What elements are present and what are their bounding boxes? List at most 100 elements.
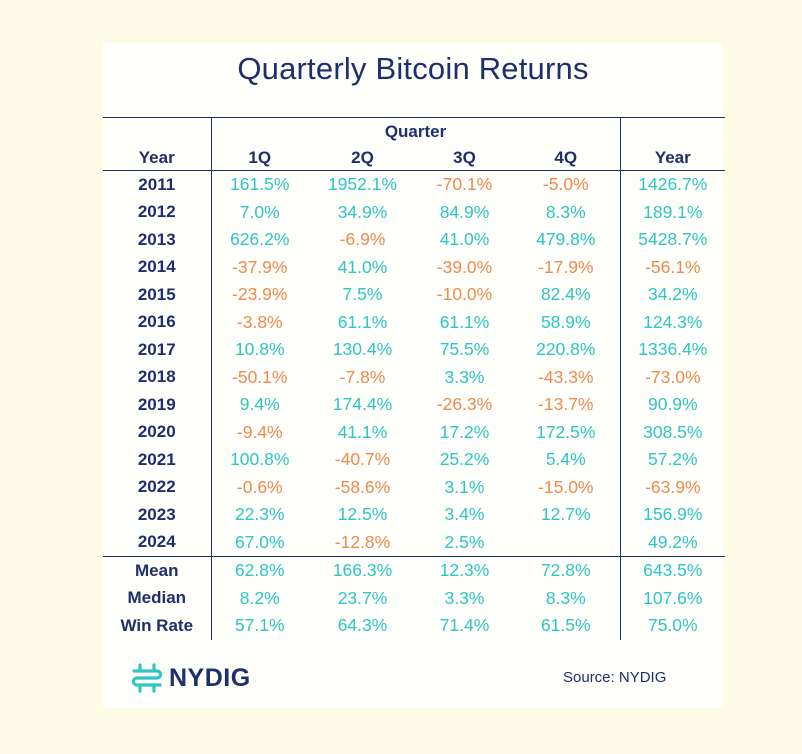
q1-cell: 10.8% [210,336,308,364]
q2-cell: 1952.1% [327,174,398,195]
year-total-cell: 5428.7% [638,229,708,250]
row-label: 2012 [137,202,176,222]
q1-cell: 8.2% [210,584,308,612]
q2-cell: 166.3% [308,556,417,585]
logo-text: NYDIG [169,663,251,692]
q3-cell: 2.5% [444,531,485,552]
row-label: 2024 [137,532,176,552]
table-row: 2021 100.8% -40.7% 25.2% 5.4% 57.2% [103,446,725,474]
year-total-cell: 75.0% [647,615,698,636]
year-total-cell: 1336.4% [638,339,708,360]
year-total-cell: 189.1% [643,201,703,222]
year-total-cell: 643.5% [620,556,726,585]
nydig-logo-icon [131,663,163,693]
q2-cell: 130.4% [332,339,393,360]
q1-cell: 57.1% [210,612,308,640]
q3-cell: 3.1% [444,476,485,497]
year-total-cell: -73.0% [645,366,701,387]
year-total-cell: -63.9% [645,476,701,497]
q2-cell: -58.6% [334,476,391,497]
row-label: 2011 [138,174,176,194]
header-row: Year 1Q 2Q 3Q 4Q Year [103,145,726,171]
row-label: 2018 [137,367,176,387]
year-total-header: Year [620,145,726,171]
page-title: Quarterly Bitcoin Returns [237,51,589,86]
q3-cell: 84.9% [439,201,490,222]
table-row: 2022 -0.6% -58.6% 3.1% -15.0% -63.9% [103,473,725,501]
q3-cell: 61.1% [439,311,490,332]
q1-cell: -37.9% [210,253,308,281]
q4-cell [512,528,621,557]
year-total-cell: 34.2% [647,284,698,305]
row-label: 2022 [137,477,176,497]
year-total-cell: 1426.7% [638,174,708,195]
q2-cell: 41.0% [337,256,388,277]
q4-header: 4Q [512,145,621,171]
table-row: 2013 626.2% -6.9% 41.0% 479.8% 5428.7% [103,226,725,254]
q2-cell: 34.9% [337,201,388,222]
table-row: Median 8.2% 23.7% 3.3% 8.3% 107.6% [103,584,725,612]
q3-cell: -26.3% [436,394,493,415]
table-row: Mean 62.8% 166.3% 12.3% 72.8% 643.5% [103,556,726,585]
q4-cell: 8.3% [512,584,621,612]
year-total-cell: 57.2% [647,449,698,470]
table-row: 2011 161.5% 1952.1% -70.1% -5.0% 1426.7% [103,170,725,199]
q1-cell: 67.0% [210,528,308,557]
q2-header: 2Q [308,145,417,171]
row-label: 2016 [137,312,176,332]
year-total-cell: 49.2% [647,531,698,552]
row-label: Mean [103,556,211,585]
q2-cell: 7.5% [342,284,383,305]
q2-cell: 174.4% [332,394,393,415]
q3-cell: 3.4% [444,504,485,525]
q3-cell: -10.0% [436,284,493,305]
row-label: Median [127,588,187,608]
q1-cell: 7.0% [210,198,308,226]
q3-cell: 75.5% [439,339,490,360]
year-total-cell: 107.6% [643,587,703,608]
q3-cell: 12.3% [417,556,512,585]
year-total-cell: 156.9% [643,504,703,525]
q4-cell: 72.8% [512,556,621,585]
row-label: 2013 [137,229,176,249]
table-row: 2018 -50.1% -7.8% 3.3% -43.3% -73.0% [103,363,725,391]
q1-cell: 626.2% [210,226,308,254]
q2-cell: 64.3% [337,615,388,636]
table-row: 2015 -23.9% 7.5% -10.0% 82.4% 34.2% [103,281,725,309]
row-label: 2020 [137,422,176,442]
header-row-group: Quarter [103,117,726,145]
q4-cell: -5.0% [512,170,621,199]
year-header: Year [103,145,211,171]
table-row: 2023 22.3% 12.5% 3.4% 12.7% 156.9% [103,501,725,529]
q1-header: 1Q [210,145,308,171]
q1-cell: -3.8% [210,308,308,336]
year-total-cell: 308.5% [643,421,703,442]
row-label: 2023 [137,504,176,524]
year-total-cell: -56.1% [645,256,701,277]
q4-cell: 58.9% [512,308,621,336]
row-label: 2015 [137,284,176,304]
returns-table: Quarter Year 1Q 2Q 3Q 4Q Year 2011 161.5%… [103,117,726,640]
table-row: 2020 -9.4% 41.1% 17.2% 172.5% 308.5% [103,418,725,446]
row-label: 2014 [137,257,176,277]
q4-cell: 220.8% [512,336,621,364]
row-label: Win Rate [120,615,194,635]
source-note: Source: NYDIG [563,669,667,686]
q3-cell: 3.3% [444,366,485,387]
q1-cell: 22.3% [210,501,308,529]
q2-cell: -40.7% [334,449,391,470]
q4-cell: -15.0% [512,473,621,501]
q4-cell: 479.8% [512,226,621,254]
q3-cell: 3.3% [444,587,485,608]
q4-cell: 5.4% [512,446,621,474]
q2-cell: 61.1% [337,311,388,332]
q4-cell: -43.3% [512,363,621,391]
q3-cell: 71.4% [439,615,490,636]
q3-header: 3Q [417,145,512,171]
q1-cell: -9.4% [210,418,308,446]
q4-cell: 61.5% [512,612,621,640]
q4-cell: -13.7% [512,391,621,419]
q1-cell: -0.6% [210,473,308,501]
q4-cell: 12.7% [512,501,621,529]
q3-cell: 17.2% [439,421,490,442]
